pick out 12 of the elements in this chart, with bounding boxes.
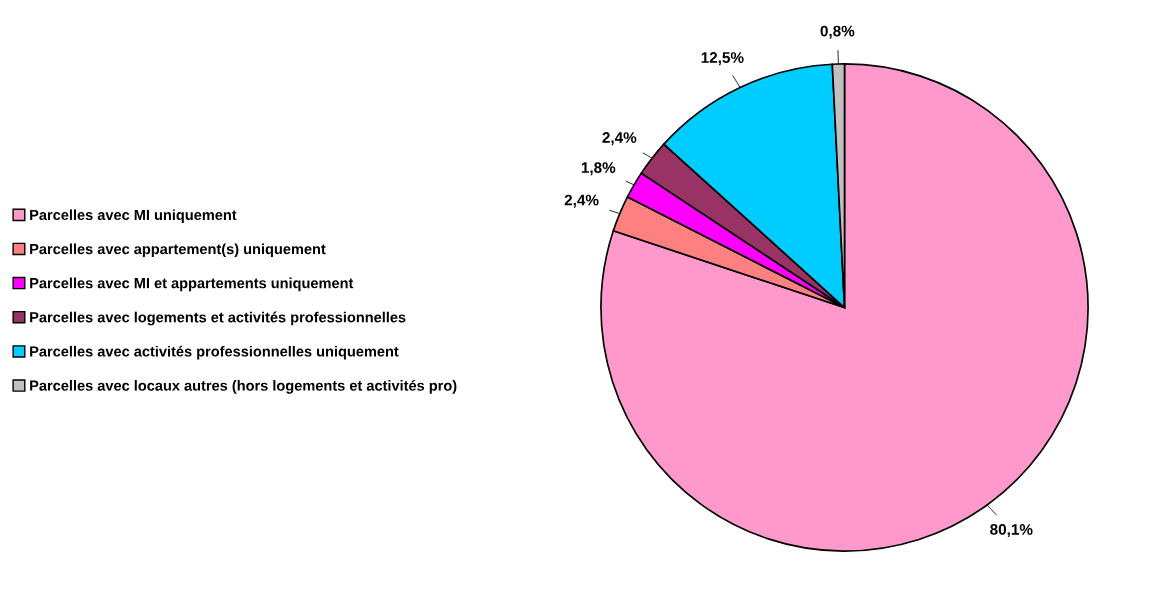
legend-label: Parcelles avec logements et activités professionnelles bbox=[30, 311, 406, 326]
data-label: 0,8% bbox=[820, 25, 855, 39]
legend-label: Parcelles avec appartement(s) uniquement bbox=[30, 243, 326, 258]
legend-label: Parcelles avec locaux autres (hors logements et activités pro) bbox=[30, 379, 457, 394]
legend-label: Parcelles avec MI et appartements uniquement bbox=[30, 277, 354, 292]
data-label: 1,8% bbox=[581, 162, 616, 176]
legend-label: Parcelles avec MI uniquement bbox=[30, 209, 237, 223]
data-label: 12,5% bbox=[701, 52, 744, 66]
data-label: 80,1% bbox=[990, 524, 1033, 538]
legend-label: Parcelles avec activités professionnelles uniquement bbox=[30, 345, 399, 360]
data-label: 2,4% bbox=[602, 132, 637, 146]
data-label: 2,4% bbox=[564, 194, 599, 208]
